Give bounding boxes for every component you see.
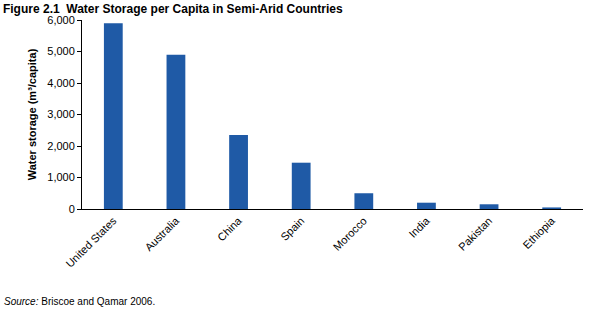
svg-text:Morocco: Morocco [331,215,369,253]
svg-text:0: 0 [69,203,75,215]
svg-text:1,000: 1,000 [47,171,75,183]
svg-text:Spain: Spain [278,215,306,243]
svg-text:Ethiopia: Ethiopia [520,214,557,251]
svg-text:2,000: 2,000 [47,140,75,152]
svg-text:Water storage (m³/capita): Water storage (m³/capita) [26,48,38,180]
svg-text:6,000: 6,000 [47,14,75,26]
svg-text:3,000: 3,000 [47,108,75,120]
svg-text:5,000: 5,000 [47,45,75,57]
svg-text:Figure 2.1 Water Storage per: Figure 2.1 Water Storage per Capita in S… [3,2,343,16]
svg-text:China: China [215,214,244,243]
svg-text:Australia: Australia [142,214,181,253]
svg-text:United States: United States [63,214,119,270]
svg-text:Source: Briscoe and Qamar 2006: Source: Briscoe and Qamar 2006. [4,296,155,307]
svg-text:India: India [406,214,432,240]
svg-text:Pakistan: Pakistan [456,215,494,253]
svg-text:4,000: 4,000 [47,77,75,89]
